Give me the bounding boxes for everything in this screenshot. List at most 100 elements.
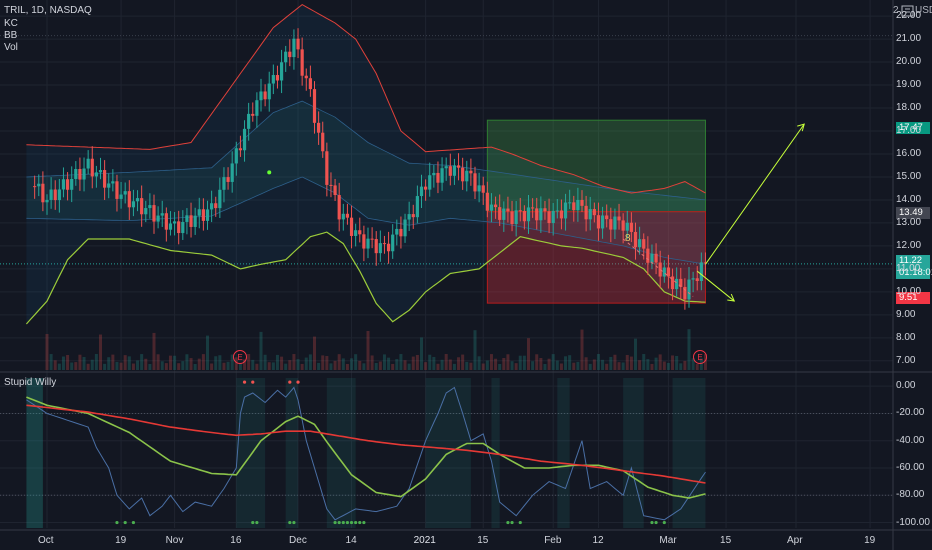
volume-bar bbox=[448, 359, 452, 370]
candle-body bbox=[160, 213, 164, 216]
volume-bar bbox=[251, 359, 255, 370]
candle-body bbox=[53, 189, 57, 201]
volume-bar bbox=[617, 362, 621, 370]
oscillator-signal-dot bbox=[354, 520, 358, 525]
price-tick-label: 12.00 bbox=[896, 239, 922, 251]
volume-bar bbox=[337, 354, 341, 370]
candle-body bbox=[703, 262, 708, 264]
indicator-bb-label[interactable]: BB bbox=[4, 30, 18, 41]
volume-bar bbox=[605, 363, 609, 370]
candle-body bbox=[94, 172, 98, 177]
candle-body bbox=[119, 194, 123, 199]
oscillator-zone bbox=[26, 378, 43, 528]
volume-bar bbox=[679, 363, 683, 370]
volume-bar bbox=[378, 361, 382, 370]
candle-body bbox=[148, 205, 152, 209]
volume-bar bbox=[185, 354, 189, 370]
oscillator-signal-dot bbox=[650, 520, 654, 525]
oscillator-signal-dot bbox=[251, 520, 255, 525]
candle-body bbox=[592, 209, 596, 216]
candle-body bbox=[440, 168, 444, 183]
candle-body bbox=[61, 179, 66, 190]
price-tick-label: 18.00 bbox=[896, 102, 922, 113]
candle-body bbox=[461, 167, 465, 182]
candle-body bbox=[629, 222, 633, 232]
stop-price-tag: 9.51 bbox=[896, 292, 930, 304]
candle-body bbox=[687, 279, 691, 300]
oscillator-zone bbox=[326, 378, 356, 528]
candle-body bbox=[633, 231, 638, 248]
candle-body bbox=[337, 195, 341, 220]
currency-label[interactable]: USD bbox=[915, 5, 932, 16]
volume-bar bbox=[263, 354, 267, 370]
volume-bar bbox=[370, 355, 374, 370]
volume-bar bbox=[218, 355, 222, 370]
time-tick-label: 14 bbox=[345, 535, 357, 546]
symbol-label[interactable]: TRIL, 1D, NASDAQ bbox=[4, 5, 92, 16]
oscillator-signal-dot bbox=[362, 520, 366, 525]
volume-bar bbox=[341, 358, 345, 370]
earnings-marker-mar[interactable]: E bbox=[693, 350, 707, 364]
candle-body bbox=[65, 179, 70, 190]
candle-body bbox=[469, 170, 473, 174]
volume-bar bbox=[197, 358, 201, 370]
volume-bar bbox=[70, 362, 74, 370]
volume-bar bbox=[407, 363, 411, 370]
candle-body bbox=[432, 172, 436, 176]
volume-bar bbox=[510, 361, 514, 370]
candle-body bbox=[428, 175, 432, 190]
volume-bar bbox=[345, 363, 349, 370]
price-tick-label: 17.00 bbox=[896, 124, 922, 136]
candle-body bbox=[605, 215, 609, 220]
oscillator-signal-dot bbox=[337, 520, 341, 525]
volume-bar bbox=[621, 362, 625, 370]
price-tick-label: 8.00 bbox=[896, 331, 916, 343]
candle-body bbox=[177, 221, 181, 234]
candle-body bbox=[57, 189, 61, 201]
volume-bar bbox=[691, 358, 695, 370]
volume-bar bbox=[613, 354, 617, 370]
price-tick-label: 10.00 bbox=[896, 285, 922, 297]
scale-mark[interactable]: 2 bbox=[893, 5, 899, 16]
candle-body bbox=[33, 186, 37, 188]
keltner-lower-line bbox=[26, 176, 706, 265]
earnings-marker-dec[interactable]: E bbox=[233, 350, 247, 364]
candle-body bbox=[481, 185, 485, 193]
candle-body bbox=[679, 278, 683, 287]
osc-tick-label: -80.00 bbox=[896, 489, 925, 501]
volume-bar bbox=[53, 360, 57, 370]
candle-body bbox=[152, 205, 156, 222]
oscillator-title[interactable]: Stupid Willy bbox=[4, 377, 57, 388]
candle-body bbox=[547, 211, 551, 224]
volume-bar bbox=[629, 356, 633, 370]
candle-body bbox=[247, 113, 251, 129]
settings-icon[interactable] bbox=[901, 5, 914, 17]
candle-body bbox=[345, 213, 350, 218]
volume-bar bbox=[292, 354, 296, 370]
volume-bar bbox=[506, 354, 510, 370]
price-tick-label: 19.00 bbox=[896, 79, 922, 91]
volume-bar bbox=[699, 358, 703, 370]
volume-bar bbox=[518, 355, 522, 370]
volume-bar bbox=[189, 358, 193, 370]
candle-body bbox=[123, 191, 127, 195]
volume-bar bbox=[57, 363, 61, 370]
indicator-kc-label[interactable]: KC bbox=[4, 18, 18, 29]
indicator-vol-label[interactable]: Vol bbox=[4, 42, 18, 53]
volume-bar bbox=[642, 354, 646, 370]
candle-body bbox=[588, 209, 592, 220]
candle-body bbox=[559, 210, 564, 219]
oscillator-signal-dot bbox=[654, 520, 658, 525]
target-price-tag: 17.47 bbox=[896, 122, 930, 134]
candle-body bbox=[514, 210, 518, 225]
candle-body bbox=[333, 185, 337, 196]
candle-body bbox=[374, 239, 378, 254]
candle-body bbox=[242, 128, 247, 151]
volume-bar bbox=[481, 363, 485, 370]
volume-bar bbox=[559, 363, 563, 370]
volume-bar bbox=[238, 363, 242, 370]
candle-body bbox=[695, 278, 699, 282]
osc-tick-label: -20.00 bbox=[896, 407, 925, 419]
volume-bar bbox=[387, 357, 391, 370]
